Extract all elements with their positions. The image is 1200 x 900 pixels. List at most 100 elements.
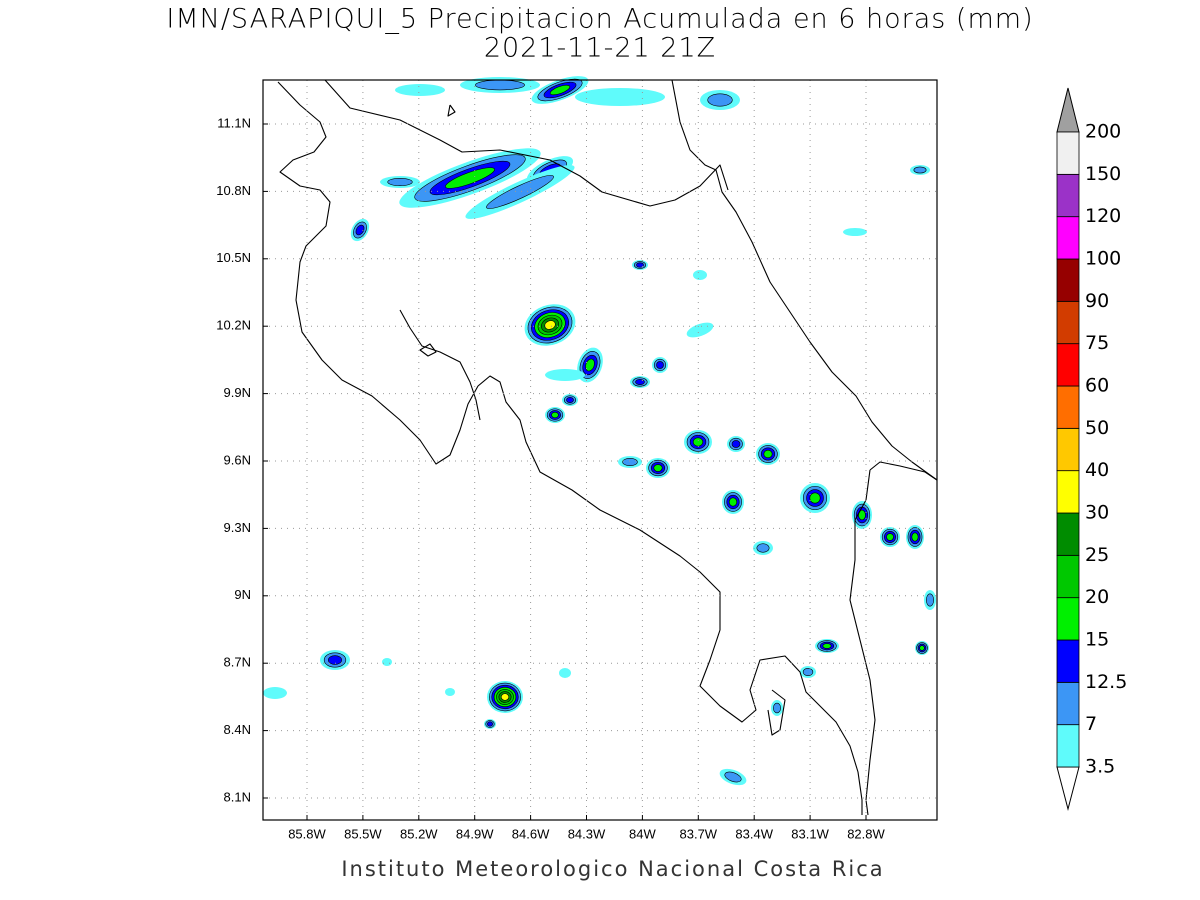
lat-label: 10.8N	[216, 183, 251, 198]
colorbar-box	[1056, 343, 1080, 387]
rain-contour	[919, 645, 925, 651]
colorbar-box	[1056, 131, 1080, 175]
gulf-of-nicoya	[399, 309, 481, 421]
colorbar-box	[1056, 639, 1080, 683]
footer: Instituto Meteorologico Nacional Costa R…	[341, 857, 884, 881]
colorbar-box	[1056, 512, 1080, 556]
rain-contour	[387, 178, 413, 186]
rain-contour	[763, 449, 773, 459]
lon-label: 84.3W	[568, 826, 606, 841]
rain-contour	[653, 464, 663, 472]
lon-label: 85.2W	[400, 826, 438, 841]
colorbar: 3.5 7 12.5 15 20 25 30 40 50 60 75 90 100 120 150 200	[1056, 87, 1127, 811]
rain-contour	[475, 79, 525, 91]
colorbar-label: 90	[1085, 290, 1109, 312]
title-line-1: IMN/SARAPIQUI_5 Precipitacion Acumulada …	[166, 4, 1033, 35]
colorbar-box	[1056, 300, 1080, 345]
colorbar-box	[1056, 724, 1080, 768]
rain-contour	[487, 721, 493, 727]
colorbar-label: 15	[1085, 629, 1109, 651]
rain-contour	[773, 702, 781, 714]
lat-label: 9.3N	[224, 520, 251, 535]
lat-label: 9N	[234, 587, 251, 602]
lat-label: 8.7N	[224, 655, 251, 670]
colorbar-box	[1056, 554, 1080, 599]
colorbar-label: 150	[1085, 163, 1121, 185]
rain-contour	[692, 437, 704, 447]
rain-contour	[382, 658, 392, 666]
colorbar-box	[1056, 681, 1080, 726]
rain-contour	[911, 532, 919, 542]
rain-contour	[756, 543, 770, 553]
rain-contour	[355, 224, 365, 236]
rain-contour	[926, 593, 934, 607]
island	[419, 343, 437, 357]
lat-label: 8.1N	[224, 789, 251, 804]
rain-contour	[622, 458, 638, 466]
colorbar-box	[1056, 258, 1080, 302]
pacific-coast	[277, 81, 863, 815]
rain-contour	[575, 88, 665, 106]
rain-contour	[858, 509, 866, 521]
colorbar-over	[1056, 87, 1080, 133]
burica	[767, 689, 786, 736]
colorbar-box	[1056, 470, 1080, 514]
rain-contour	[328, 655, 342, 665]
colorbar-label: 7	[1085, 713, 1097, 735]
lake	[447, 104, 456, 117]
rain-contour	[886, 533, 894, 541]
lat-label: 10.5N	[216, 250, 251, 265]
lat-label: 9.6N	[224, 452, 251, 467]
rain-contour	[731, 440, 741, 448]
coastlines	[277, 79, 938, 816]
lat-label: 11.1N	[217, 115, 251, 130]
colorbar-box	[1056, 427, 1080, 472]
colorbar-box	[1056, 173, 1080, 218]
colorbar-under	[1056, 766, 1080, 811]
precipitation-field	[263, 76, 936, 786]
colorbar-label: 40	[1085, 459, 1109, 481]
rain-contour	[566, 397, 574, 403]
colorbar-label: 20	[1085, 586, 1109, 608]
lat-label: 8.4N	[224, 722, 251, 737]
colorbar-box	[1056, 216, 1080, 260]
lon-label: 83.4W	[735, 826, 773, 841]
rain-contour	[395, 84, 445, 96]
rain-contour	[545, 369, 585, 381]
lat-label: 10.2N	[216, 318, 251, 333]
caribbean-coast	[671, 79, 938, 481]
rain-contour	[686, 322, 714, 338]
rain-contour	[486, 175, 554, 209]
rain-contour	[551, 411, 559, 419]
rain-contour	[656, 361, 664, 369]
colorbar-label: 3.5	[1085, 756, 1115, 778]
nicaragua-border	[324, 79, 729, 207]
rain-contour	[843, 228, 867, 236]
colorbar-label: 60	[1085, 375, 1109, 397]
panama-border	[869, 461, 938, 481]
rain-contour	[445, 688, 455, 696]
colorbar-box	[1056, 597, 1080, 641]
lon-label: 83.7W	[680, 826, 718, 841]
graticule: 85.8W 85.5W 85.2W 84.9W 84.6W 84.3W 84W 83.7W 83…	[216, 80, 937, 841]
lon-label: 84.9W	[456, 826, 494, 841]
rain-contour	[707, 93, 733, 107]
rain-contour	[636, 262, 644, 268]
rain-contour	[500, 693, 510, 701]
rain-contour	[559, 668, 571, 678]
rain-contour	[445, 167, 495, 189]
rain-contour	[913, 166, 927, 174]
lon-label: 85.5W	[344, 826, 382, 841]
colorbar-box	[1056, 385, 1080, 429]
colorbar-label: 50	[1085, 417, 1109, 439]
rain-contour	[822, 643, 832, 649]
panama-border-south	[849, 469, 876, 816]
lon-label: 84.6W	[512, 826, 550, 841]
rain-contour	[635, 379, 645, 385]
rain-contour	[585, 358, 595, 372]
rain-contour	[544, 320, 556, 330]
colorbar-label: 200	[1085, 121, 1121, 143]
rain-contour	[809, 492, 821, 504]
rain-contour	[549, 84, 571, 96]
